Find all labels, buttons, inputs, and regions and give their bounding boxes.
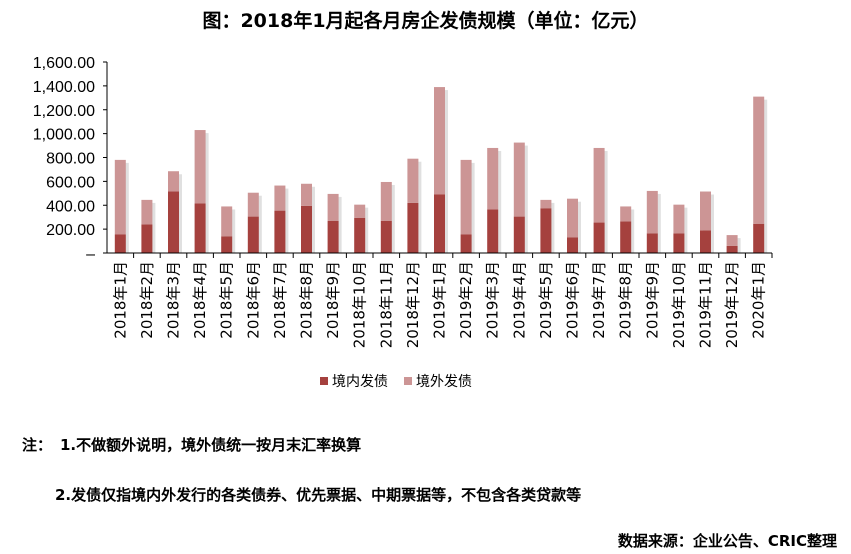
- bar-domestic: [221, 236, 233, 253]
- y-tick-label: 1,000.00: [33, 127, 95, 144]
- x-tick-label: 2018年9月: [324, 261, 342, 339]
- note-1-text: 1.不做额外说明，境外债统一按月末汇率换算: [60, 436, 362, 454]
- x-tick-label: 2018年5月: [218, 261, 236, 339]
- bar-overseas: [434, 87, 445, 195]
- note-1: 注： 1.不做额外说明，境外债统一按月末汇率换算: [22, 434, 361, 455]
- bar-overseas: [487, 147, 499, 210]
- bar-domestic: [247, 216, 259, 253]
- legend-label-domestic: 境内发债: [332, 374, 388, 390]
- bar-domestic: [460, 234, 472, 253]
- x-tick-label: 2018年4月: [191, 261, 209, 339]
- bar-domestic: [513, 216, 525, 253]
- legend-swatch-overseas: [404, 377, 412, 385]
- note-2: 2.发债仅指境内外发行的各类债券、优先票据、中期票据等，不包含各类贷款等: [55, 486, 582, 504]
- bar-overseas: [726, 235, 738, 246]
- x-tick-label: 2018年12月: [404, 261, 422, 348]
- x-tick-label: 2018年11月: [377, 261, 395, 348]
- x-tick-label: 2019年12月: [723, 261, 741, 348]
- bar-overseas: [673, 204, 685, 234]
- bar-chart: – 200.00 400.00 600.00 800.00 1,000.00 1,200.0…: [33, 55, 773, 390]
- x-tick-label: 2018年8月: [298, 261, 316, 339]
- x-tick-label: 2019年9月: [643, 261, 661, 339]
- bar-overseas: [380, 181, 392, 221]
- bar-domestic: [168, 191, 179, 253]
- bar-overseas: [194, 130, 206, 204]
- x-tick-label: 2018年3月: [165, 261, 183, 339]
- bar-overseas: [327, 193, 339, 221]
- bar-domestic: [141, 224, 153, 253]
- y-tick-label: 800.00: [46, 151, 95, 168]
- bar-domestic: [753, 223, 765, 253]
- legend-label-overseas: 境外发债: [416, 374, 472, 390]
- bar-domestic: [700, 230, 711, 253]
- bar-overseas: [646, 190, 658, 234]
- legend-swatch-domestic: [320, 377, 328, 385]
- bar-domestic: [673, 233, 685, 253]
- bar-domestic: [407, 202, 419, 253]
- bar-domestic: [301, 205, 312, 253]
- x-tick-label: 2019年8月: [617, 261, 635, 339]
- bar-overseas: [460, 159, 472, 235]
- bar-domestic: [380, 220, 392, 253]
- bar-overseas: [567, 198, 578, 238]
- bar-overseas: [540, 199, 552, 209]
- x-tick-label: 2018年1月: [111, 261, 129, 339]
- bar-domestic: [274, 210, 286, 253]
- bar-overseas: [407, 158, 419, 203]
- x-tick-label: 2019年6月: [564, 261, 582, 339]
- x-tick-label: 2018年2月: [138, 261, 156, 339]
- bar-domestic: [620, 221, 632, 253]
- x-tick-label: 2019年3月: [484, 261, 502, 339]
- legend: 境内发债 境外发债: [320, 374, 472, 390]
- y-tick-label: 1,200.00: [33, 103, 95, 120]
- x-tick-label: 2019年4月: [510, 261, 528, 339]
- x-tick-label: 2019年11月: [697, 261, 715, 348]
- y-tick-label: 400.00: [46, 198, 95, 215]
- bar-domestic: [593, 222, 605, 253]
- bar-domestic: [646, 233, 658, 253]
- y-tick-label: 200.00: [46, 222, 95, 239]
- bar-overseas: [141, 199, 153, 225]
- bar-domestic: [487, 209, 499, 253]
- bar-overseas: [354, 204, 366, 218]
- y-tick-label: 600.00: [46, 174, 95, 191]
- bar-overseas: [301, 183, 312, 206]
- bar-overseas: [620, 206, 632, 222]
- bar-domestic: [540, 208, 552, 253]
- bar-overseas: [168, 171, 179, 192]
- bar-overseas: [753, 96, 765, 224]
- y-tick-label: 1,400.00: [33, 79, 95, 96]
- source-note: 数据来源：企业公告、CRIC整理: [617, 532, 837, 550]
- bar-overseas: [593, 147, 605, 223]
- x-tick-label: 2018年6月: [244, 261, 262, 339]
- x-tick-label: 2019年1月: [431, 261, 449, 339]
- x-axis: 2018年1月 2018年2月 2018年3月 2018年4月 2018年5月 2018年…: [107, 252, 773, 348]
- bars: [114, 87, 768, 254]
- bar-overseas: [114, 159, 126, 235]
- chart-title: 图：2018年1月起各月房企发债规模（单位：亿元）: [202, 10, 649, 32]
- note-label: 注：: [22, 436, 53, 454]
- bar-domestic: [354, 217, 366, 253]
- y-axis: – 200.00 400.00 600.00 800.00 1,000.00 1,200.0…: [33, 55, 108, 263]
- bar-overseas: [513, 142, 525, 217]
- bar-domestic: [567, 237, 578, 253]
- bar-overseas: [274, 185, 286, 211]
- y-tick-label: 1,600.00: [33, 55, 95, 72]
- bar-domestic: [434, 194, 445, 253]
- x-tick-label: 2018年7月: [271, 261, 289, 339]
- bar-overseas: [700, 191, 711, 231]
- x-tick-label: 2019年5月: [537, 261, 555, 339]
- x-tick-label: 2020年1月: [750, 261, 768, 339]
- bar-domestic: [194, 203, 206, 253]
- bar-domestic: [114, 234, 126, 253]
- bar-domestic: [327, 220, 339, 253]
- x-tick-label: 2019年7月: [590, 261, 608, 339]
- x-tick-label: 2019年2月: [457, 261, 475, 339]
- x-tick-label: 2019年10月: [670, 261, 688, 348]
- bar-domestic: [726, 245, 738, 253]
- bar-overseas: [221, 206, 233, 237]
- x-tick-label: 2018年10月: [351, 261, 369, 348]
- bar-overseas: [247, 192, 259, 217]
- y-tick-label: –: [86, 246, 95, 263]
